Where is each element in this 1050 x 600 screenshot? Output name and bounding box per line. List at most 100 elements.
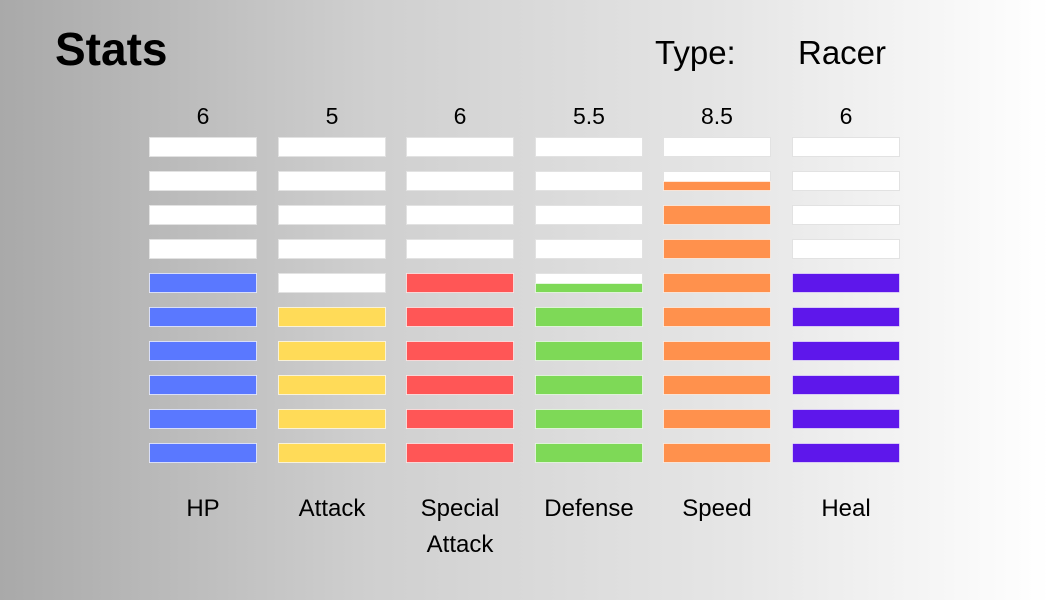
segment-defense-9 bbox=[535, 171, 643, 191]
segment-empty bbox=[792, 137, 900, 157]
segment-hp-3 bbox=[149, 375, 257, 395]
category-label-line: Heal bbox=[821, 495, 870, 522]
segment-heal-3 bbox=[792, 375, 900, 395]
segment-hp-4 bbox=[149, 341, 257, 361]
segment-empty bbox=[535, 137, 643, 157]
segment-attack-10 bbox=[278, 137, 386, 157]
segment-heal-2 bbox=[792, 409, 900, 429]
segment-special-attack-4 bbox=[406, 341, 514, 361]
segment-empty bbox=[792, 171, 900, 191]
segment-fill bbox=[663, 307, 771, 327]
segment-fill bbox=[149, 443, 257, 463]
segment-empty bbox=[535, 239, 643, 259]
segment-fill bbox=[663, 181, 771, 191]
segment-fill bbox=[663, 239, 771, 259]
segment-fill bbox=[278, 375, 386, 395]
segment-fill bbox=[278, 409, 386, 429]
segment-heal-10 bbox=[792, 137, 900, 157]
segment-speed-6 bbox=[663, 273, 771, 293]
segment-fill bbox=[535, 341, 643, 361]
segment-speed-7 bbox=[663, 239, 771, 259]
segment-empty bbox=[278, 171, 386, 191]
segment-heal-1 bbox=[792, 443, 900, 463]
segment-defense-4 bbox=[535, 341, 643, 361]
segment-empty bbox=[406, 137, 514, 157]
value-label-defense: 5.5 bbox=[573, 103, 605, 129]
segment-fill bbox=[406, 307, 514, 327]
segment-attack-1 bbox=[278, 443, 386, 463]
segment-empty bbox=[535, 205, 643, 225]
segment-attack-9 bbox=[278, 171, 386, 191]
segment-empty bbox=[278, 205, 386, 225]
segment-hp-10 bbox=[149, 137, 257, 157]
category-label-heal: Heal bbox=[821, 495, 870, 522]
segment-special-attack-6 bbox=[406, 273, 514, 293]
segment-defense-3 bbox=[535, 375, 643, 395]
value-label-speed: 8.5 bbox=[701, 103, 733, 129]
category-label-speed: Speed bbox=[682, 495, 751, 522]
category-label-line: Attack bbox=[427, 531, 495, 558]
value-label-hp: 6 bbox=[197, 103, 210, 129]
category-label-line: Special bbox=[421, 495, 500, 522]
segment-special-attack-7 bbox=[406, 239, 514, 259]
segment-defense-6 bbox=[535, 273, 643, 293]
segment-empty bbox=[535, 171, 643, 191]
segment-fill bbox=[278, 341, 386, 361]
value-label-heal: 6 bbox=[840, 103, 853, 129]
segment-fill bbox=[535, 443, 643, 463]
segment-fill bbox=[149, 375, 257, 395]
segment-speed-8 bbox=[663, 205, 771, 225]
segment-fill bbox=[792, 273, 900, 293]
segment-fill bbox=[149, 307, 257, 327]
page-title: Stats bbox=[55, 23, 168, 75]
segment-fill bbox=[663, 375, 771, 395]
segment-empty bbox=[406, 205, 514, 225]
segment-heal-8 bbox=[792, 205, 900, 225]
segment-heal-7 bbox=[792, 239, 900, 259]
segment-fill bbox=[663, 341, 771, 361]
type-value: Racer bbox=[798, 34, 887, 71]
segment-defense-5 bbox=[535, 307, 643, 327]
type-label: Type: bbox=[655, 34, 736, 71]
segment-empty bbox=[406, 239, 514, 259]
segment-special-attack-10 bbox=[406, 137, 514, 157]
value-label-attack: 5 bbox=[326, 103, 339, 129]
segment-fill bbox=[663, 443, 771, 463]
segment-heal-6 bbox=[792, 273, 900, 293]
segment-fill bbox=[535, 283, 643, 293]
segment-hp-6 bbox=[149, 273, 257, 293]
segment-empty bbox=[663, 137, 771, 157]
segment-empty bbox=[406, 171, 514, 191]
segment-hp-7 bbox=[149, 239, 257, 259]
category-label-special-attack: Special Attack bbox=[421, 495, 500, 558]
segment-fill bbox=[406, 443, 514, 463]
segment-hp-2 bbox=[149, 409, 257, 429]
segment-attack-4 bbox=[278, 341, 386, 361]
segment-attack-8 bbox=[278, 205, 386, 225]
segment-hp-8 bbox=[149, 205, 257, 225]
category-label-defense: Defense bbox=[544, 495, 633, 522]
segment-special-attack-5 bbox=[406, 307, 514, 327]
segment-special-attack-9 bbox=[406, 171, 514, 191]
category-label-line: Defense bbox=[544, 495, 633, 522]
segment-attack-2 bbox=[278, 409, 386, 429]
category-label-hp: HP bbox=[186, 495, 219, 522]
segment-heal-4 bbox=[792, 341, 900, 361]
segment-defense-2 bbox=[535, 409, 643, 429]
category-label-line: HP bbox=[186, 495, 219, 522]
segment-hp-5 bbox=[149, 307, 257, 327]
segment-empty bbox=[149, 205, 257, 225]
segment-hp-1 bbox=[149, 443, 257, 463]
value-label-special-attack: 6 bbox=[454, 103, 467, 129]
segment-fill bbox=[792, 409, 900, 429]
segment-fill bbox=[406, 375, 514, 395]
segment-fill bbox=[792, 443, 900, 463]
segment-special-attack-3 bbox=[406, 375, 514, 395]
segment-fill bbox=[792, 341, 900, 361]
segment-defense-10 bbox=[535, 137, 643, 157]
segment-heal-9 bbox=[792, 171, 900, 191]
segment-attack-5 bbox=[278, 307, 386, 327]
category-label-line: Speed bbox=[682, 495, 751, 522]
segment-heal-5 bbox=[792, 307, 900, 327]
segment-fill bbox=[406, 273, 514, 293]
